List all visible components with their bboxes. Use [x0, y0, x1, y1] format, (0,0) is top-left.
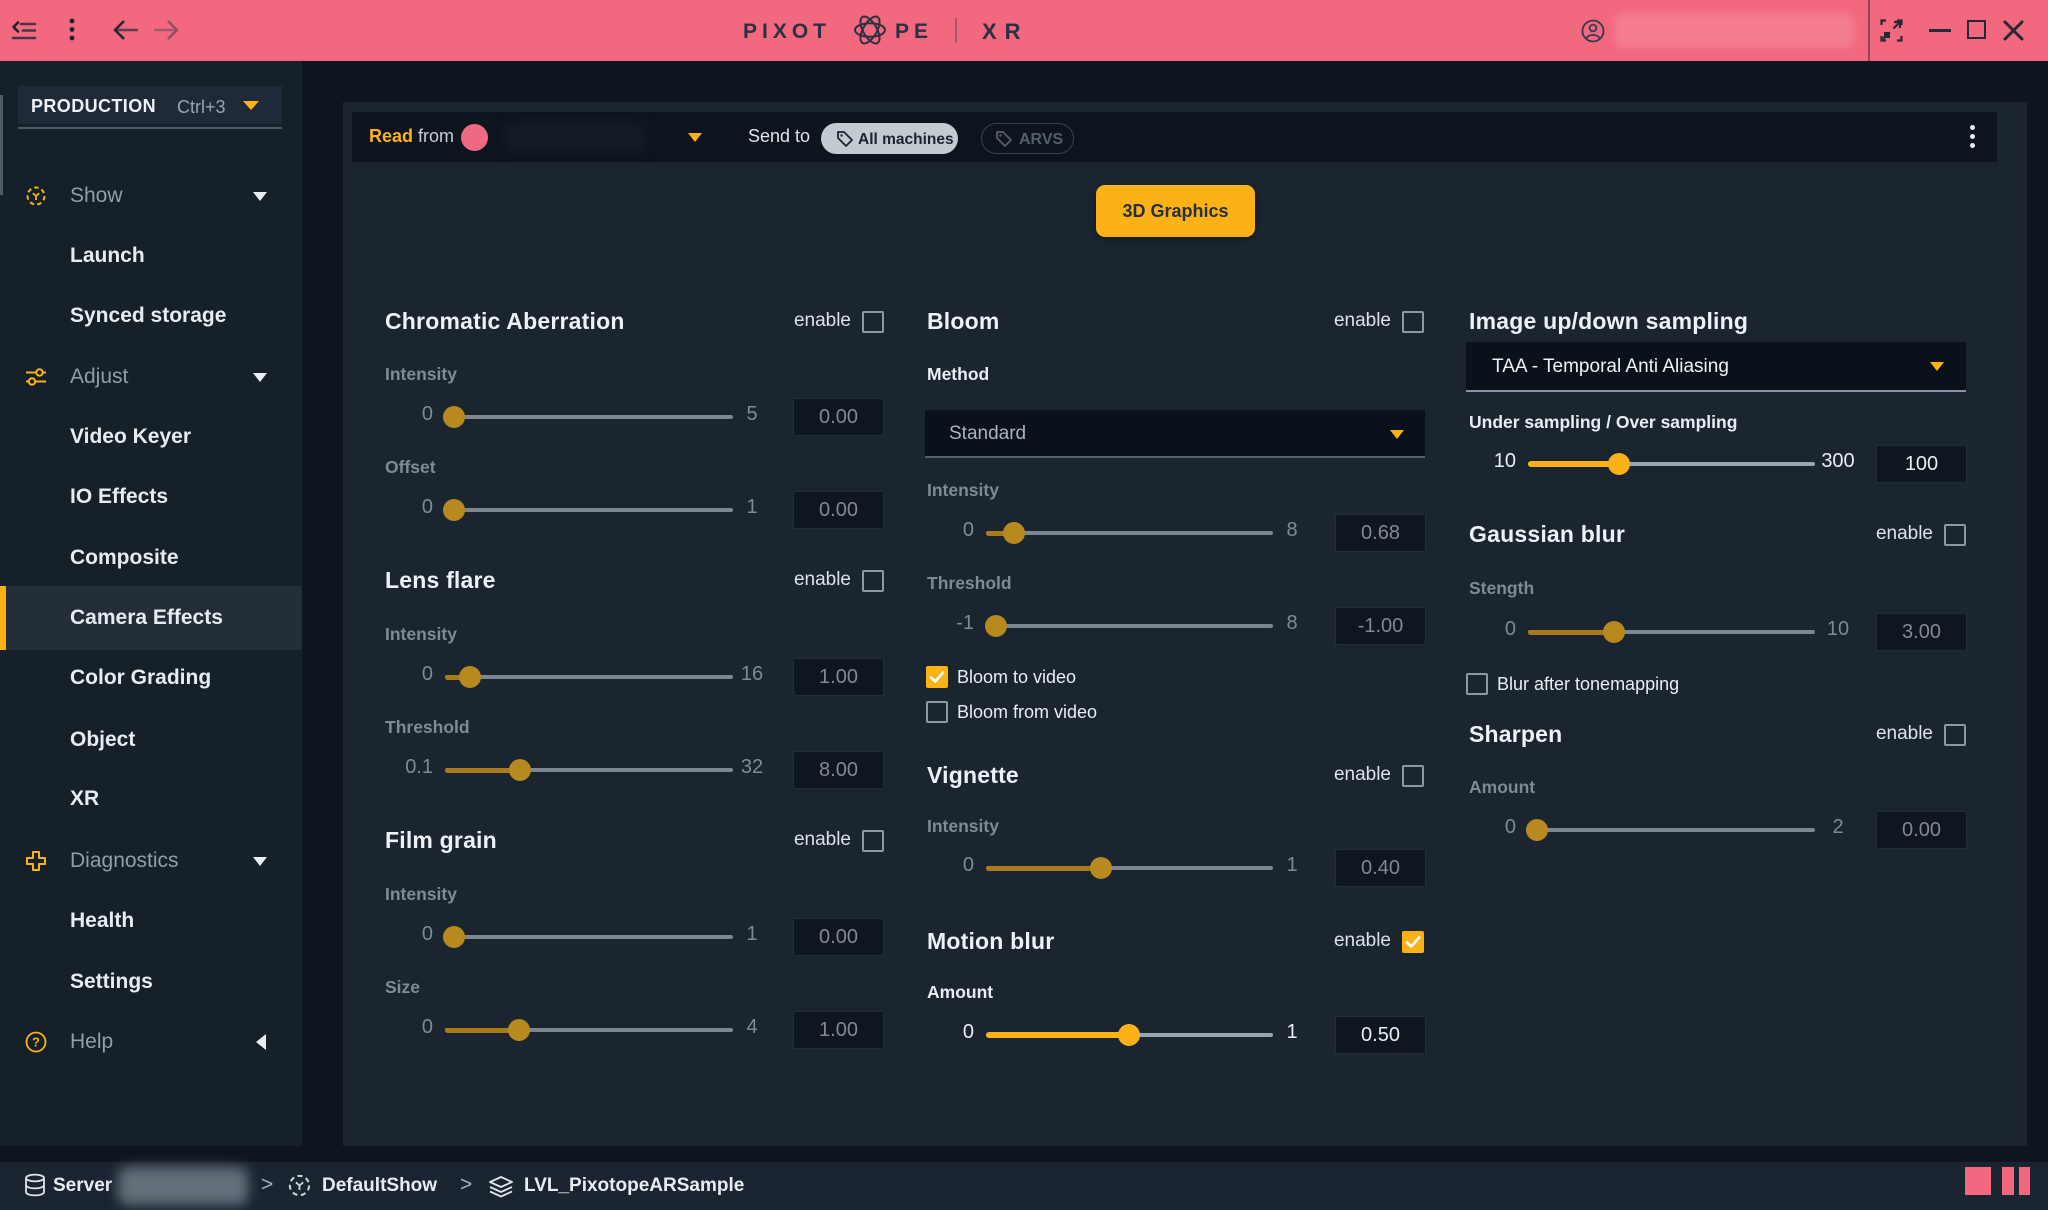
- svg-text:?: ?: [32, 1035, 40, 1050]
